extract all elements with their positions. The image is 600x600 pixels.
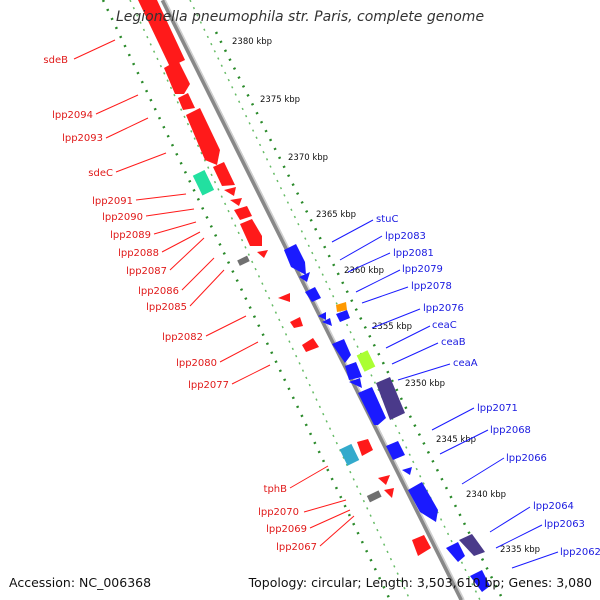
gene-lpp2083[interactable] (299, 272, 310, 282)
label-lpp2082[interactable]: lpp2082 (162, 332, 203, 343)
label-lpp2063[interactable]: lpp2063 (544, 519, 585, 530)
forward-label-lines (73, 39, 355, 547)
gene-teal[interactable] (192, 170, 215, 196)
gene-lpp2078[interactable] (318, 312, 326, 320)
gene-lpp2080[interactable] (290, 317, 303, 328)
gene-ceaB[interactable] (356, 350, 376, 372)
label-lpp2080[interactable]: lpp2080 (176, 358, 217, 369)
tick-2375: 2375 kbp (260, 95, 300, 105)
gene-blue-small-2[interactable] (402, 467, 412, 475)
label-tphB[interactable]: tphB (264, 484, 288, 495)
gene-lpp2066[interactable] (408, 482, 438, 522)
tick-2370: 2370 kbp (288, 153, 328, 163)
gene-sdeC[interactable] (186, 108, 220, 165)
gene-lpp2086[interactable] (257, 250, 268, 258)
label-lpp2089[interactable]: lpp2089 (110, 230, 151, 241)
gene-lpp2088[interactable] (234, 206, 252, 220)
genome-title: Legionella pneumophila str. Paris, compl… (115, 9, 485, 25)
label-lpp2069[interactable]: lpp2069 (266, 524, 307, 535)
label-lpp2088[interactable]: lpp2088 (118, 248, 159, 259)
tick-2345: 2345 kbp (436, 435, 476, 445)
label-lpp2087[interactable]: lpp2087 (126, 266, 167, 277)
label-stuC[interactable]: stuC (376, 214, 398, 225)
label-lpp2066[interactable]: lpp2066 (506, 453, 547, 464)
label-lpp2091[interactable]: lpp2091 (92, 196, 133, 207)
forward-labels: sdeB lpp2094 lpp2093 sdeC lpp2091 lpp209… (43, 55, 317, 553)
gene-blue-small[interactable] (322, 318, 332, 326)
gene-lpp2070[interactable] (378, 475, 390, 485)
reverse-label-lines (331, 219, 559, 569)
label-ceaC[interactable]: ceaC (432, 320, 457, 331)
label-lpp2071[interactable]: lpp2071 (477, 403, 518, 414)
gene-lpp2071[interactable] (358, 387, 386, 425)
tick-2365: 2365 kbp (316, 210, 356, 220)
gene-sdeB[interactable] (138, 0, 185, 67)
gene-lpp2090[interactable] (224, 187, 236, 196)
gene-lpp2081[interactable] (305, 287, 321, 302)
accession-text: Accession: NC_006368 (9, 575, 152, 590)
reverse-labels: stuC lpp2083 lpp2081 lpp2079 lpp2078 lpp… (376, 214, 600, 558)
gene-ceaA[interactable] (345, 362, 362, 380)
label-sdeB[interactable]: sdeB (43, 55, 68, 66)
gene-lpp2064[interactable] (446, 542, 465, 562)
reverse-genes (284, 244, 490, 592)
gene-tphB[interactable] (339, 443, 360, 466)
label-lpp2068[interactable]: lpp2068 (490, 425, 531, 436)
label-lpp2086[interactable]: lpp2086 (138, 286, 179, 297)
gene-lpp2068[interactable] (386, 441, 405, 460)
label-lpp2076[interactable]: lpp2076 (423, 303, 464, 314)
tick-2355: 2355 kbp (372, 322, 412, 332)
gene-lpp2091[interactable] (213, 162, 235, 186)
label-sdeC[interactable]: sdeC (88, 168, 113, 179)
label-lpp2090[interactable]: lpp2090 (102, 212, 143, 223)
label-lpp2081[interactable]: lpp2081 (393, 248, 434, 259)
gene-blue-arrow[interactable] (349, 378, 362, 388)
gene-lpp2085[interactable] (237, 255, 250, 266)
gene-lpp2067[interactable] (412, 535, 431, 556)
gene-lpp2094[interactable] (164, 60, 190, 94)
forward-outer-dotted-line (101, 0, 392, 600)
gene-stuC[interactable] (284, 244, 306, 275)
gene-lpp2082[interactable] (278, 293, 290, 302)
tick-2350: 2350 kbp (405, 379, 445, 389)
tick-2335: 2335 kbp (500, 545, 540, 555)
gene-ceaC[interactable] (332, 339, 351, 363)
label-lpp2093[interactable]: lpp2093 (62, 133, 103, 144)
gene-red-mid[interactable] (357, 439, 373, 456)
tick-2340: 2340 kbp (466, 490, 506, 500)
gene-lpp2069[interactable] (384, 488, 394, 498)
gene-lpp2089[interactable] (230, 198, 242, 206)
label-lpp2085[interactable]: lpp2085 (146, 302, 187, 313)
label-lpp2064[interactable]: lpp2064 (533, 501, 574, 512)
label-lpp2070[interactable]: lpp2070 (258, 507, 299, 518)
gene-dark-1[interactable] (376, 377, 405, 420)
genome-summary-text: Topology: circular; Length: 3,503,610 bp… (248, 575, 592, 590)
label-lpp2078[interactable]: lpp2078 (411, 281, 452, 292)
label-ceaA[interactable]: ceaA (453, 358, 478, 369)
gene-lpp2087[interactable] (240, 219, 262, 246)
gene-lpp2063[interactable] (459, 534, 485, 556)
reverse-outer-dotted-line (214, 31, 505, 600)
tick-2360: 2360 kbp (344, 266, 384, 276)
gene-lpp2076[interactable] (336, 310, 350, 322)
label-lpp2094[interactable]: lpp2094 (52, 110, 93, 121)
label-lpp2062[interactable]: lpp2062 (560, 547, 600, 558)
gene-lpp2093[interactable] (178, 93, 195, 110)
forward-genes (138, 0, 431, 556)
label-lpp2079[interactable]: lpp2079 (402, 264, 443, 275)
gene-lpp2077[interactable] (302, 338, 319, 352)
gene-lpp2062[interactable] (470, 570, 490, 592)
label-ceaB[interactable]: ceaB (441, 337, 466, 348)
gene-grey-small[interactable] (366, 490, 382, 503)
gene-lpp2079[interactable] (336, 302, 347, 312)
label-lpp2077[interactable]: lpp2077 (188, 380, 229, 391)
scale-dotted-lines (101, 0, 505, 600)
tick-2380: 2380 kbp (232, 37, 272, 47)
label-lpp2067[interactable]: lpp2067 (276, 542, 317, 553)
scale-ticks: 2380 kbp 2375 kbp 2370 kbp 2365 kbp 2360… (232, 37, 540, 555)
label-lpp2083[interactable]: lpp2083 (385, 231, 426, 242)
